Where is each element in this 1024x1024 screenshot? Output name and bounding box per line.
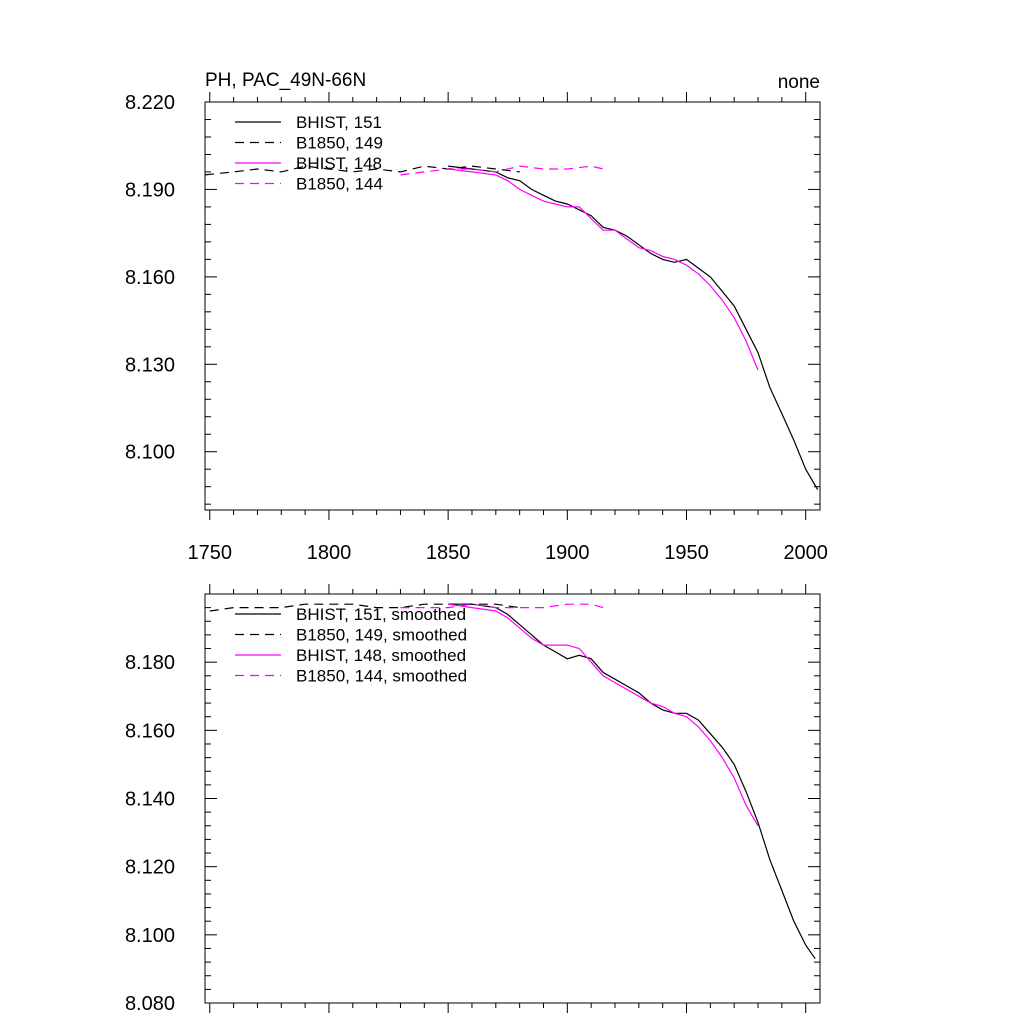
series-line (448, 165, 819, 490)
x-tick-label: 1900 (545, 542, 590, 564)
chart-title-right: none (778, 72, 820, 93)
x-tick-label: 1750 (188, 542, 233, 564)
series-line (400, 603, 604, 609)
legend-label: B1850, 149 (296, 134, 383, 153)
legend-label: BHIST, 151, smoothed (296, 605, 466, 624)
x-tick-label: 1800 (307, 542, 352, 564)
y-tick-label: 8.130 (125, 354, 175, 376)
series-line (400, 165, 604, 176)
y-tick-label: 8.080 (125, 993, 175, 1015)
y-tick-label: 8.100 (125, 442, 175, 464)
y-tick-label: 8.100 (125, 925, 175, 947)
legend-label: BHIST, 151 (296, 113, 382, 132)
bottom-panel: 8.080 8.100 8.120 8.140 8.160 8.180 BHIST, 151… (125, 584, 821, 1015)
x-tick-label: 1950 (664, 542, 709, 564)
series-line (448, 603, 759, 827)
x-tick-label: 2000 (783, 542, 828, 564)
legend-label: B1850, 144, smoothed (296, 667, 467, 686)
legend-label: B1850, 149, smoothed (296, 626, 467, 645)
x-tick-label: 1850 (426, 542, 471, 564)
y-tick-label: 8.160 (125, 720, 175, 742)
chart-title: PH, PAC_49N-66N (205, 70, 366, 91)
y-tick-label: 8.160 (125, 267, 175, 289)
series-line (448, 603, 816, 960)
top-panel: PH, PAC_49N-66N none 1750 1800 1850 1900 195… (125, 70, 828, 564)
legend-label: B1850, 144 (296, 175, 383, 194)
y-tick-label: 8.140 (125, 789, 175, 811)
series-line (448, 168, 759, 371)
y-tick-label: 8.180 (125, 652, 175, 674)
y-tick-label: 8.220 (125, 92, 175, 114)
y-tick-label: 8.190 (125, 179, 175, 201)
plot-frame (204, 101, 821, 511)
legend-label: BHIST, 148 (296, 154, 382, 173)
legend-label: BHIST, 148, smoothed (296, 646, 466, 665)
y-tick-label: 8.120 (125, 857, 175, 879)
